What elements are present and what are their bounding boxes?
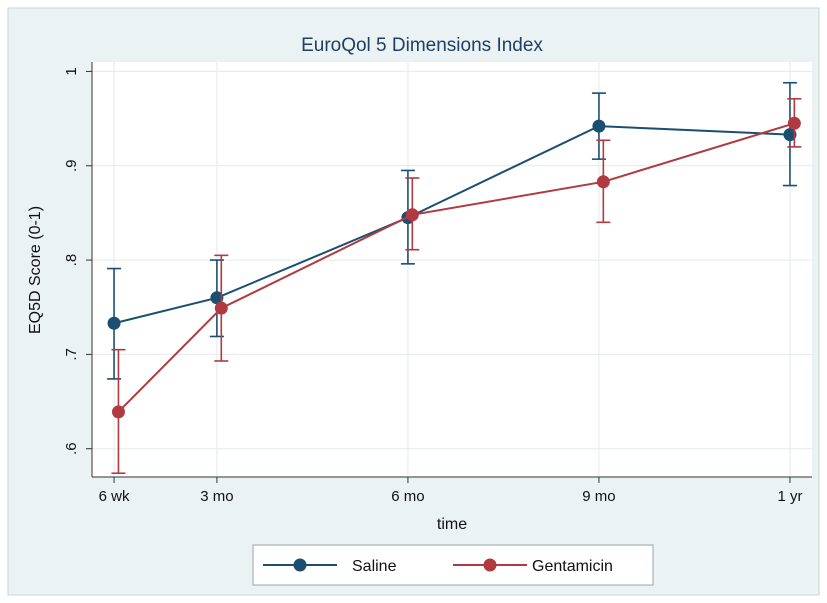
y-tick-label: .7 (63, 348, 80, 361)
x-ticks: 6 wk 3 mo 6 mo 9 mo 1 yr (99, 477, 802, 505)
data-point-gentamicin (787, 116, 801, 130)
data-point-gentamicin (214, 301, 228, 315)
data-point-saline (783, 128, 797, 142)
x-tick-label: 6 mo (391, 488, 424, 505)
y-ticks: .6 .7 .8 .9 1 (63, 67, 92, 455)
legend-swatch-marker-gentamicin (483, 558, 497, 572)
data-point-saline (210, 291, 224, 305)
series-layer (107, 81, 802, 475)
data-point-gentamicin (111, 405, 125, 419)
legend-label-gentamicin: Gentamicin (532, 558, 613, 575)
data-point-saline (592, 119, 606, 133)
y-axis-label: EQ5D Score (0-1) (27, 206, 44, 334)
x-tick-label: 1 yr (777, 488, 802, 505)
x-tick-label: 3 mo (200, 488, 233, 505)
plot-area (92, 62, 812, 477)
legend: Saline Gentamicin (252, 544, 654, 586)
y-tick-label: 1 (63, 67, 80, 75)
series-gentamicin (111, 97, 802, 475)
y-tick-label: .6 (63, 442, 80, 455)
y-tick-label: .9 (63, 159, 80, 172)
x-axis-label: time (437, 516, 467, 533)
x-tick-label: 9 mo (582, 488, 615, 505)
data-point-gentamicin (405, 208, 419, 222)
y-tick-label: .8 (63, 254, 80, 267)
legend-label-saline: Saline (352, 558, 397, 575)
chart-title: EuroQol 5 Dimensions Index (301, 35, 543, 56)
legend-swatch-marker-saline (293, 558, 307, 572)
data-point-gentamicin (596, 175, 610, 189)
data-point-saline (107, 316, 121, 330)
x-tick-label: 6 wk (99, 488, 130, 505)
